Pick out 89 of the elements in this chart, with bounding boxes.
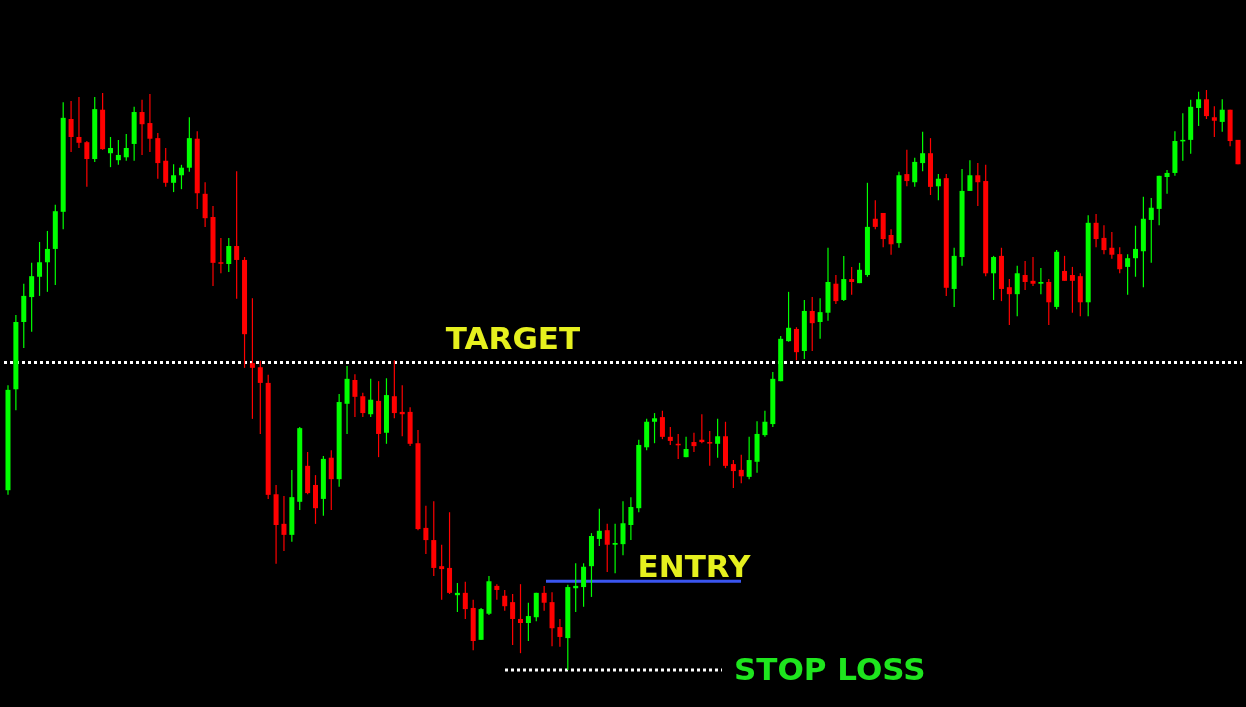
candlestick (1069, 266, 1075, 314)
ref-line-label: ENTRY (637, 548, 751, 585)
candlestick (462, 581, 468, 620)
candlestick (935, 173, 941, 201)
candlestick (178, 164, 184, 190)
candlestick (793, 326, 799, 361)
candlestick (1164, 169, 1170, 195)
candlestick (557, 618, 563, 648)
candlestick (612, 523, 618, 574)
candlestick (833, 274, 839, 305)
candlestick (888, 228, 894, 256)
ref-line-label: STOP LOSS (734, 651, 926, 687)
candlestick (249, 297, 255, 420)
candlestick (502, 589, 508, 612)
candlestick (226, 237, 232, 273)
candlestick (707, 430, 713, 467)
candlestick (1046, 278, 1052, 326)
candlestick (1125, 253, 1131, 296)
candlestick (352, 373, 358, 418)
candlestick (525, 602, 531, 642)
candlestick (872, 199, 878, 230)
candlestick (29, 262, 35, 333)
candlestick (715, 418, 721, 459)
candlestick (115, 139, 121, 166)
candlestick (912, 157, 918, 188)
candlestick (920, 131, 926, 172)
candlestick (762, 410, 768, 438)
candlestick (738, 454, 744, 484)
candlestick (596, 508, 602, 547)
candlestick (139, 99, 145, 156)
candlestick (147, 93, 153, 153)
candlestick (1030, 256, 1036, 287)
candlestick (108, 136, 113, 168)
candlestick (691, 432, 697, 453)
candlestick (730, 459, 736, 489)
candlestick (313, 474, 318, 525)
candlestick (1062, 255, 1068, 282)
candlestick (510, 593, 516, 646)
candlestick (281, 495, 287, 552)
candlestick (1211, 105, 1217, 138)
candlestick (1022, 260, 1028, 291)
candlestick (218, 237, 224, 274)
candlestick (1109, 231, 1115, 260)
candlestick (328, 449, 334, 511)
candlestick (1133, 225, 1138, 278)
candlestick (360, 392, 366, 418)
candlestick (391, 359, 397, 419)
candlestick (1006, 278, 1012, 326)
candlestick (1203, 89, 1209, 120)
candlestick (84, 140, 90, 188)
candlestick (991, 255, 997, 301)
candlestick (171, 163, 177, 193)
candlestick (44, 230, 50, 293)
candlestick (234, 170, 240, 300)
candlestick (604, 523, 610, 573)
candlestick (620, 500, 626, 556)
candlestick (809, 296, 815, 352)
candlestick (68, 100, 74, 153)
candlestick (518, 583, 523, 654)
candlestick (746, 436, 752, 480)
candlestick (652, 412, 658, 444)
ref-line-label: TARGET (445, 319, 581, 356)
candlestick (967, 159, 973, 192)
candlestick (628, 496, 634, 541)
candlestick (841, 255, 847, 302)
candlestick (439, 544, 445, 601)
candlestick (163, 147, 169, 188)
candlestick (659, 410, 665, 440)
candlestick (1196, 91, 1202, 127)
candlestick (1219, 98, 1225, 133)
candlestick (1101, 224, 1107, 255)
candlestick (123, 133, 129, 162)
candlestick (423, 505, 429, 555)
candlestick (817, 297, 823, 340)
candlestick (368, 378, 374, 418)
candlestick (849, 266, 855, 296)
candlestick (581, 562, 587, 608)
candlestick (1148, 197, 1154, 264)
candlestick (904, 149, 910, 187)
candlestick (786, 291, 792, 343)
candlestick (76, 96, 82, 149)
candlestick (257, 360, 263, 435)
candlestick (1014, 265, 1020, 317)
candlestick (975, 162, 981, 207)
candlestick (1093, 213, 1099, 248)
candlestick (37, 241, 43, 297)
candlestick (1117, 246, 1123, 274)
candlestick (541, 585, 547, 612)
candlestick (1038, 267, 1044, 295)
